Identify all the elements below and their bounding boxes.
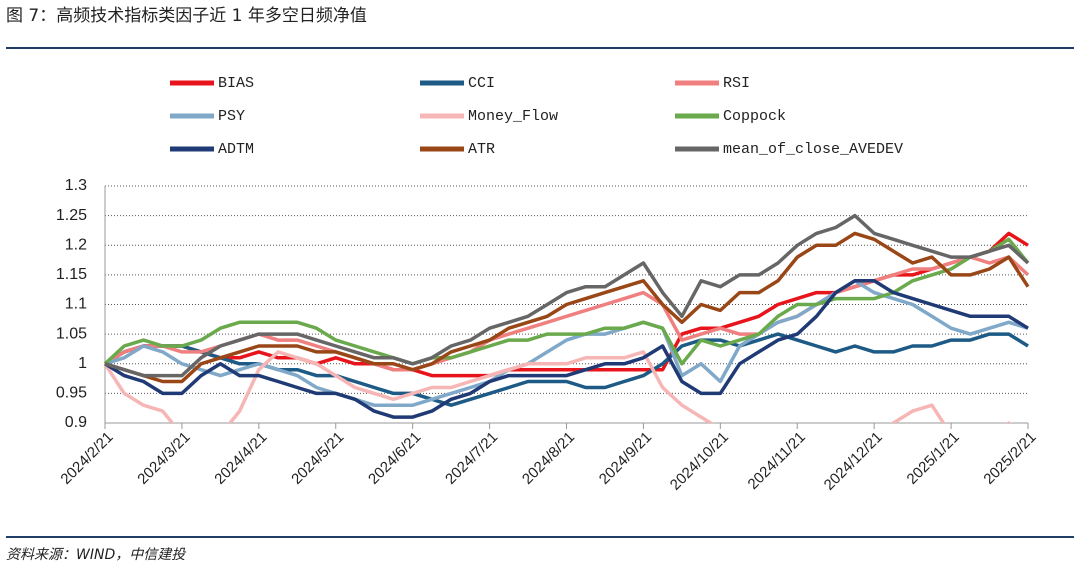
legend-label: ADTM (218, 141, 254, 158)
y-tick-label: 0.9 (65, 414, 87, 431)
x-tick-label: 2024/9/21 (596, 429, 655, 488)
series-line (103, 350, 1013, 423)
series-line (103, 237, 1030, 366)
series-line (104, 279, 1029, 419)
series-line (104, 231, 1030, 384)
x-tick-label: 2024/12/21 (821, 429, 886, 494)
chart-title: 图 7：高频技术指标类因子近 1 年多空日频净值 (6, 6, 367, 26)
x-tick-label: 2024/3/21 (134, 429, 193, 488)
legend-label: Coppock (723, 108, 786, 125)
legend-label: ATR (468, 141, 495, 158)
plot-lines (103, 213, 1030, 423)
x-tick-label: 2025/2/21 (980, 429, 1039, 488)
x-tick-label: 2024/4/21 (211, 429, 270, 488)
legend-label: PSY (218, 108, 245, 125)
y-tick-label: 1.25 (56, 207, 87, 224)
y-tick-label: 1 (78, 355, 87, 372)
y-tick-label: 1.1 (65, 296, 87, 313)
x-tick-label: 2025/1/21 (904, 429, 963, 488)
x-tick-label: 2024/2/21 (57, 429, 116, 488)
x-tick-label: 2024/8/21 (519, 429, 578, 488)
source-note: 资料来源：WIND，中信建投 (6, 547, 187, 563)
x-tick-label: 2024/11/21 (745, 429, 809, 493)
x-tick-label: 2024/10/21 (667, 429, 732, 494)
series-line (104, 213, 1030, 378)
y-tick-label: 1.05 (56, 325, 87, 342)
y-tick-label: 0.95 (56, 385, 87, 402)
series-line (104, 279, 1029, 407)
y-tick-label: 1.15 (56, 266, 87, 283)
y-tick-label: 1.2 (65, 236, 87, 253)
legend-label: BIAS (218, 75, 254, 92)
x-tick-label: 2024/6/21 (365, 429, 424, 488)
x-tick-label: 2024/7/21 (442, 429, 501, 488)
legend-label: RSI (723, 75, 750, 92)
legend-label: mean_of_close_AVEDEV (723, 141, 903, 158)
legend-label: CCI (468, 75, 495, 92)
x-tick-label: 2024/5/21 (288, 429, 347, 488)
legend-label: Money_Flow (468, 108, 558, 125)
y-tick-label: 1.3 (65, 177, 87, 194)
